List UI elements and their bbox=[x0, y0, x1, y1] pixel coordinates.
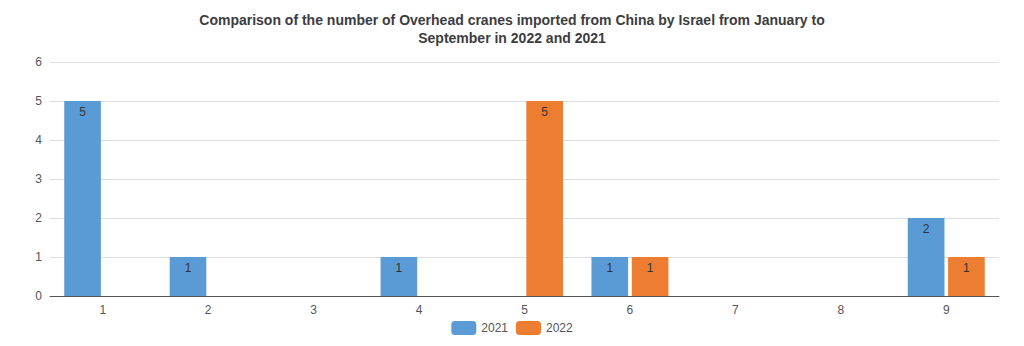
svg-text:2: 2 bbox=[35, 211, 42, 225]
svg-text:6: 6 bbox=[35, 55, 42, 69]
svg-text:2022: 2022 bbox=[546, 321, 573, 335]
svg-text:8: 8 bbox=[837, 303, 844, 317]
svg-text:1: 1 bbox=[99, 303, 106, 317]
svg-text:2021: 2021 bbox=[481, 321, 508, 335]
svg-text:3: 3 bbox=[310, 303, 317, 317]
svg-text:1: 1 bbox=[185, 261, 192, 275]
svg-text:9: 9 bbox=[943, 303, 950, 317]
svg-text:2: 2 bbox=[923, 222, 930, 236]
svg-text:4: 4 bbox=[35, 133, 42, 147]
svg-text:5: 5 bbox=[79, 105, 86, 119]
svg-text:September in 2022 and 2021: September in 2022 and 2021 bbox=[418, 30, 606, 46]
svg-text:1: 1 bbox=[396, 261, 403, 275]
svg-text:1: 1 bbox=[963, 261, 970, 275]
svg-text:2: 2 bbox=[205, 303, 212, 317]
svg-text:Comparison of the number of Ov: Comparison of the number of Overhead cra… bbox=[199, 12, 824, 28]
svg-text:3: 3 bbox=[35, 172, 42, 186]
svg-text:5: 5 bbox=[35, 94, 42, 108]
svg-text:5: 5 bbox=[521, 303, 528, 317]
svg-text:0: 0 bbox=[35, 289, 42, 303]
svg-text:5: 5 bbox=[541, 105, 548, 119]
svg-text:6: 6 bbox=[627, 303, 634, 317]
svg-text:1: 1 bbox=[647, 261, 654, 275]
svg-text:1: 1 bbox=[35, 250, 42, 264]
svg-text:1: 1 bbox=[606, 261, 613, 275]
svg-text:7: 7 bbox=[732, 303, 739, 317]
svg-text:4: 4 bbox=[416, 303, 423, 317]
